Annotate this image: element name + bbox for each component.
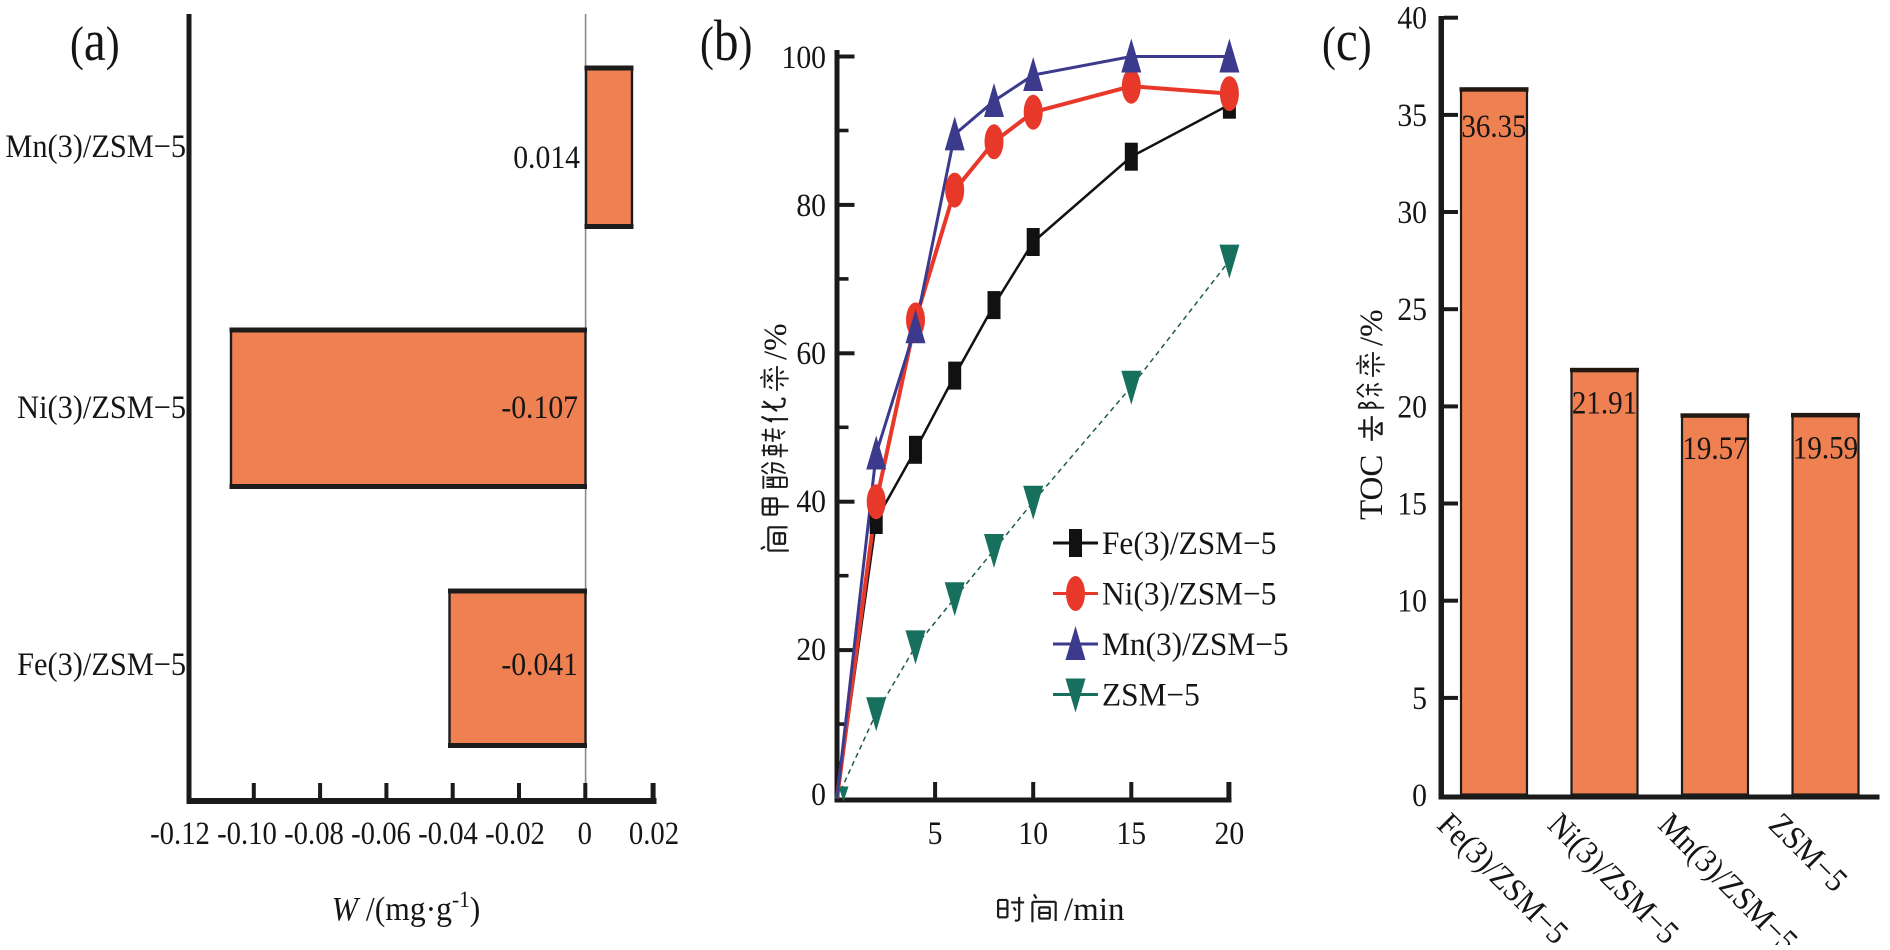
svg-text:0.014: 0.014 <box>513 139 580 176</box>
svg-text:21.91: 21.91 <box>1572 384 1637 421</box>
svg-text:-0.04: -0.04 <box>418 814 478 851</box>
svg-text:20: 20 <box>796 631 826 668</box>
svg-text:20: 20 <box>1397 388 1427 425</box>
svg-text:5: 5 <box>928 815 943 852</box>
svg-text:(c): (c) <box>1322 8 1372 73</box>
svg-text:-0.12: -0.12 <box>150 814 210 851</box>
svg-text:20: 20 <box>1215 815 1245 852</box>
svg-text:Fe(3)/ZSM−5: Fe(3)/ZSM−5 <box>17 646 186 682</box>
svg-text:40: 40 <box>1397 0 1427 36</box>
svg-text:(a): (a) <box>70 8 120 73</box>
svg-text:/min: /min <box>1064 892 1125 928</box>
svg-text:Mn(3)/ZSM−5: Mn(3)/ZSM−5 <box>1102 625 1289 662</box>
svg-text:10: 10 <box>1018 815 1048 852</box>
svg-text:0: 0 <box>578 814 592 851</box>
svg-text:Ni(3)/ZSM−5: Ni(3)/ZSM−5 <box>1102 575 1276 612</box>
svg-text:0: 0 <box>1412 777 1427 814</box>
svg-text:15: 15 <box>1397 485 1427 522</box>
svg-text:40: 40 <box>796 483 826 520</box>
svg-text:-0.107: -0.107 <box>501 389 578 426</box>
svg-text:35: 35 <box>1397 96 1427 133</box>
svg-text:0.02: 0.02 <box>629 814 679 851</box>
svg-text:19.57: 19.57 <box>1682 429 1747 466</box>
svg-text:/%: /% <box>1354 309 1390 346</box>
svg-text:10: 10 <box>1397 582 1427 619</box>
svg-text:30: 30 <box>1397 194 1427 231</box>
svg-text:15: 15 <box>1116 815 1146 852</box>
svg-text:100: 100 <box>781 39 826 76</box>
svg-text:Ni(3)/ZSM−5: Ni(3)/ZSM−5 <box>17 389 186 425</box>
svg-text:Mn(3)/ZSM−5: Mn(3)/ZSM−5 <box>5 128 186 164</box>
svg-text:(b): (b) <box>700 8 752 73</box>
svg-text:80: 80 <box>796 187 826 224</box>
svg-text:36.35: 36.35 <box>1461 107 1526 144</box>
svg-text:-0.02: -0.02 <box>485 814 545 851</box>
svg-text:-0.10: -0.10 <box>217 814 277 851</box>
svg-text:TOC: TOC <box>1354 455 1390 520</box>
svg-text:/%: /% <box>758 323 794 360</box>
svg-text:Fe(3)/ZSM−5: Fe(3)/ZSM−5 <box>1102 524 1276 561</box>
svg-text:60: 60 <box>796 335 826 372</box>
svg-text:-0.041: -0.041 <box>501 646 578 683</box>
svg-text:25: 25 <box>1397 291 1427 328</box>
svg-text:19.59: 19.59 <box>1793 429 1858 466</box>
svg-text:5: 5 <box>1412 680 1427 717</box>
svg-text:0: 0 <box>811 776 826 813</box>
svg-text:-0.08: -0.08 <box>284 814 344 851</box>
svg-text:-0.06: -0.06 <box>351 814 411 851</box>
svg-text:ZSM−5: ZSM−5 <box>1102 676 1200 713</box>
